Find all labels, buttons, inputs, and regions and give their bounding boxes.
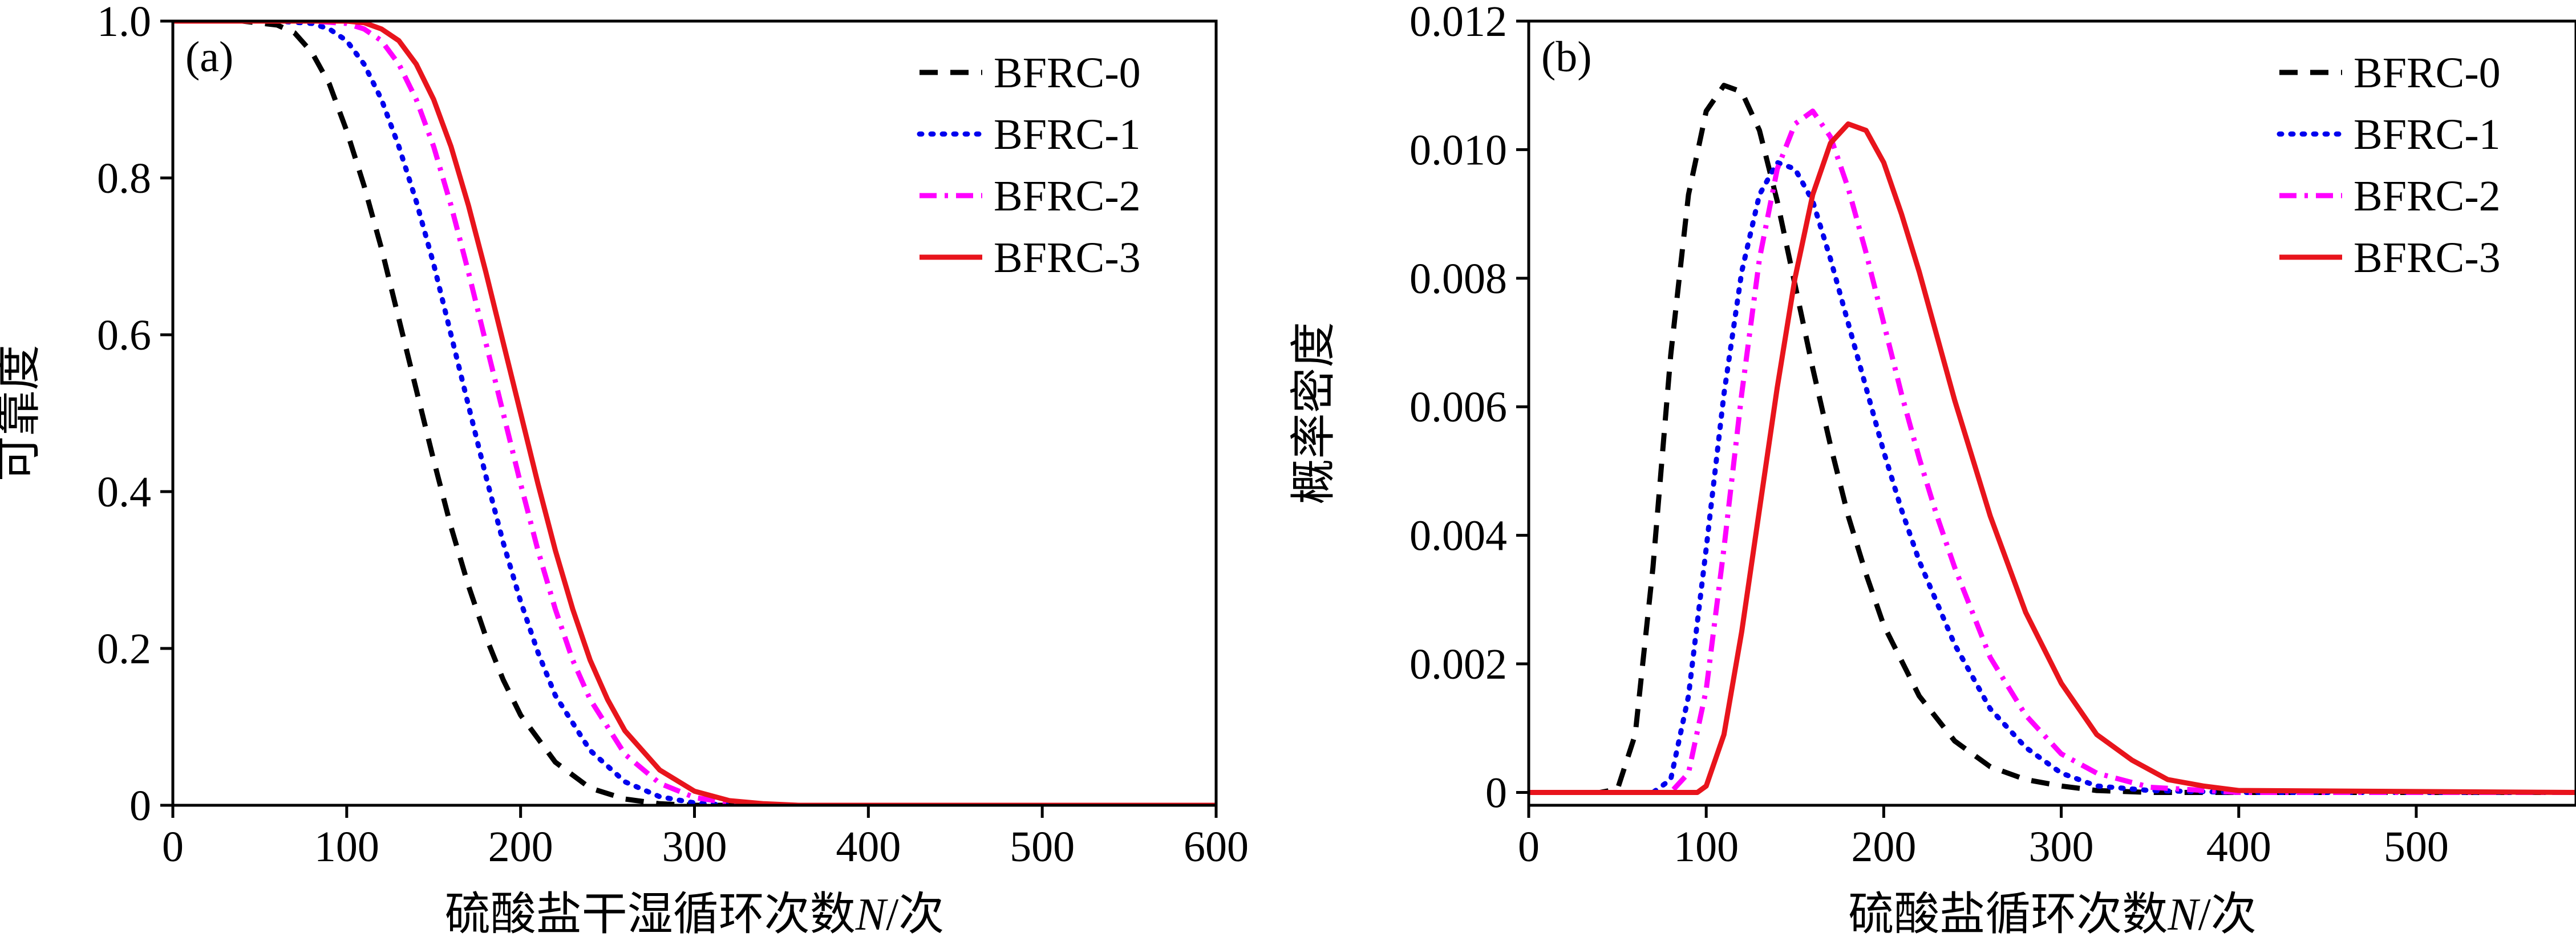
panel-b-chart: 0 100 200 300 400 500 0 0.002 0.004 0.006 0.008 0.0… xyxy=(1289,0,2576,940)
y-tick-label: 1.0 xyxy=(97,0,151,46)
x-tick-label: 500 xyxy=(1010,823,1075,871)
plot-frame xyxy=(1527,19,2576,807)
y-tick-label: 0.004 xyxy=(1409,512,1507,560)
y-tick-label: 0.006 xyxy=(1409,383,1507,431)
legend-label-bfrc-3: BFRC-3 xyxy=(2354,234,2501,282)
y-tick-label: 0.6 xyxy=(97,311,151,359)
x-tick-label: 100 xyxy=(314,823,379,871)
series-line-bfrc-2 xyxy=(1529,108,2576,795)
legend-label-bfrc-2: BFRC-2 xyxy=(994,172,1141,220)
legend-label-bfrc-0: BFRC-0 xyxy=(2354,49,2501,97)
y-tick-label: 0.002 xyxy=(1409,640,1507,688)
panel-label: (a) xyxy=(185,33,233,81)
legend: BFRC-0 BFRC-1 BFRC-2 BFRC-3 xyxy=(917,49,1141,282)
y-tick-label: 0.012 xyxy=(1409,0,1507,46)
y-tick-label: 0 xyxy=(1485,769,1507,817)
x-tick-label: 400 xyxy=(836,823,901,871)
series-line-bfrc-0 xyxy=(173,21,1216,805)
panel-a-chart: 0 100 200 300 400 500 600 0 0.2 0.4 0.6 0.8 1.0 硫酸盐干湿… xyxy=(0,0,1249,940)
x-tick-label: 200 xyxy=(1851,823,1916,871)
x-tick-label: 600 xyxy=(1184,823,1249,871)
x-tick-label: 300 xyxy=(2029,823,2094,871)
legend: BFRC-0 BFRC-1 BFRC-2 BFRC-3 xyxy=(2277,49,2501,282)
series-line-bfrc-0 xyxy=(1529,83,2576,795)
panel-label: (b) xyxy=(1541,33,1592,81)
legend-label-bfrc-3: BFRC-3 xyxy=(994,234,1141,282)
legend-label-bfrc-1: BFRC-1 xyxy=(994,111,1141,159)
series-group xyxy=(173,21,1216,805)
y-axis-label: 可靠度 xyxy=(0,345,44,482)
y-tick-label: 0.008 xyxy=(1409,255,1507,303)
series-line-bfrc-1 xyxy=(1529,160,2576,795)
legend-label-bfrc-2: BFRC-2 xyxy=(2354,172,2501,220)
x-tick-label: 500 xyxy=(2384,823,2449,871)
legend-label-bfrc-1: BFRC-1 xyxy=(2354,111,2501,159)
series-group xyxy=(1529,83,2576,795)
x-tick-label: 200 xyxy=(488,823,553,871)
y-tick-label: 0.4 xyxy=(97,468,151,516)
series-line-bfrc-1 xyxy=(173,21,1216,805)
x-tick-label: 0 xyxy=(162,823,184,871)
legend-label-bfrc-0: BFRC-0 xyxy=(994,49,1141,97)
y-tick-label: 0.010 xyxy=(1409,126,1507,174)
series-line-bfrc-2 xyxy=(173,21,1216,805)
series-line-bfrc-3 xyxy=(1529,121,2576,795)
y-tick-label: 0 xyxy=(129,782,151,830)
series-line-bfrc-3 xyxy=(173,21,1216,805)
y-axis-label: 概率密度 xyxy=(1289,322,1339,505)
x-tick-label: 100 xyxy=(1674,823,1739,871)
x-axis-label: 硫酸盐干湿循环次数N/次 xyxy=(445,890,945,940)
x-tick-label: 300 xyxy=(662,823,727,871)
x-tick-label: 400 xyxy=(2206,823,2271,871)
y-tick-label: 0.2 xyxy=(97,625,151,673)
y-tick-label: 0.8 xyxy=(97,155,151,202)
x-tick-label: 0 xyxy=(1518,823,1540,871)
x-axis-label: 硫酸盐循环次数N/次 xyxy=(1848,890,2257,940)
